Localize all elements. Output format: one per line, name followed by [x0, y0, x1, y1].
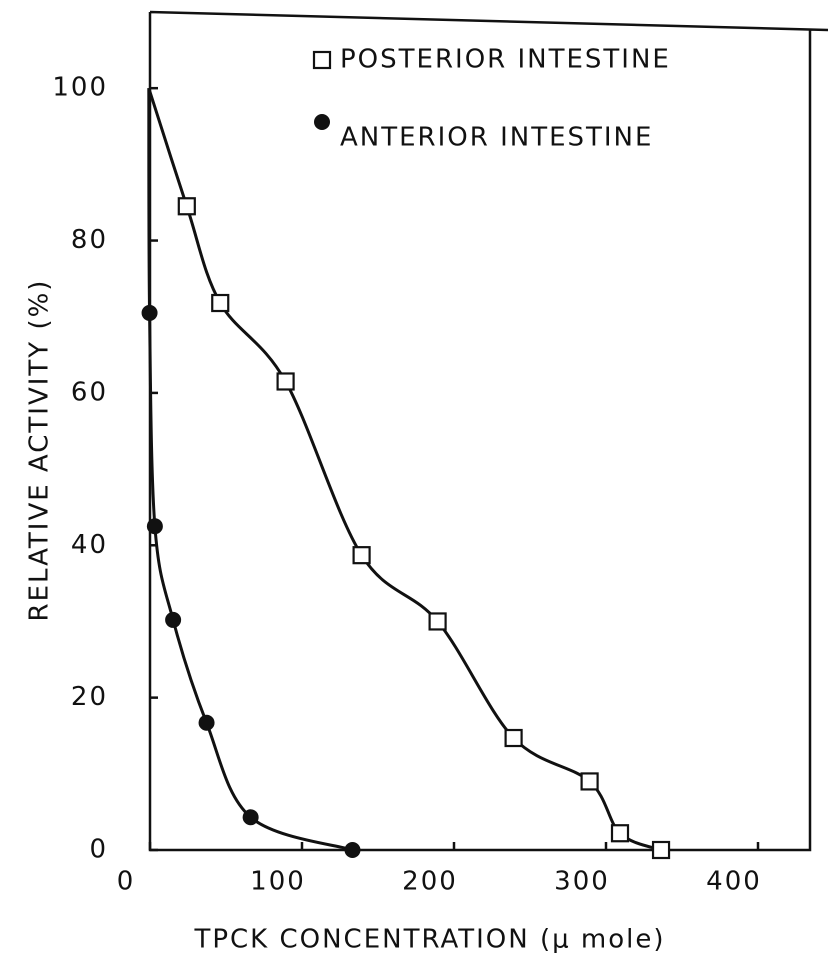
data-point — [610, 824, 630, 843]
data-point — [242, 809, 259, 826]
data-point — [211, 293, 230, 313]
data-point — [651, 840, 671, 860]
y-tick-label: 100 — [52, 73, 108, 103]
data-point — [276, 372, 295, 391]
data-point — [504, 728, 523, 748]
data-point — [428, 612, 447, 631]
y-tick-label: 60 — [71, 377, 108, 407]
data-point — [198, 714, 215, 731]
data-point — [165, 611, 182, 628]
x-tick-label: 0 — [117, 867, 136, 897]
legend-marker — [312, 50, 332, 70]
x-tick-label: 200 — [402, 867, 458, 897]
fit-curve — [147, 87, 662, 852]
x-axis-title: TPCK CONCENTRATION (μ mole) — [193, 925, 665, 955]
x-tick-label: 300 — [554, 867, 610, 897]
x-tick-label: 400 — [706, 867, 762, 897]
y-axis-title: RELATIVE ACTIVITY (%) — [25, 279, 55, 622]
y-tick-label: 20 — [71, 682, 108, 712]
y-tick-label: 0 — [89, 835, 108, 865]
data-point — [177, 197, 196, 216]
legend-marker — [314, 114, 330, 130]
data-point — [344, 842, 361, 858]
data-point — [146, 518, 163, 535]
legend-label: POSTERIOR INTESTINE — [340, 45, 671, 75]
legend-label: ANTERIOR INTESTINE — [340, 123, 653, 153]
data-point — [141, 304, 158, 321]
data-point — [580, 772, 599, 791]
x-tick-label: 100 — [250, 867, 306, 897]
y-tick-label: 40 — [71, 530, 108, 560]
data-point — [352, 546, 371, 565]
y-tick-label: 80 — [71, 225, 108, 255]
